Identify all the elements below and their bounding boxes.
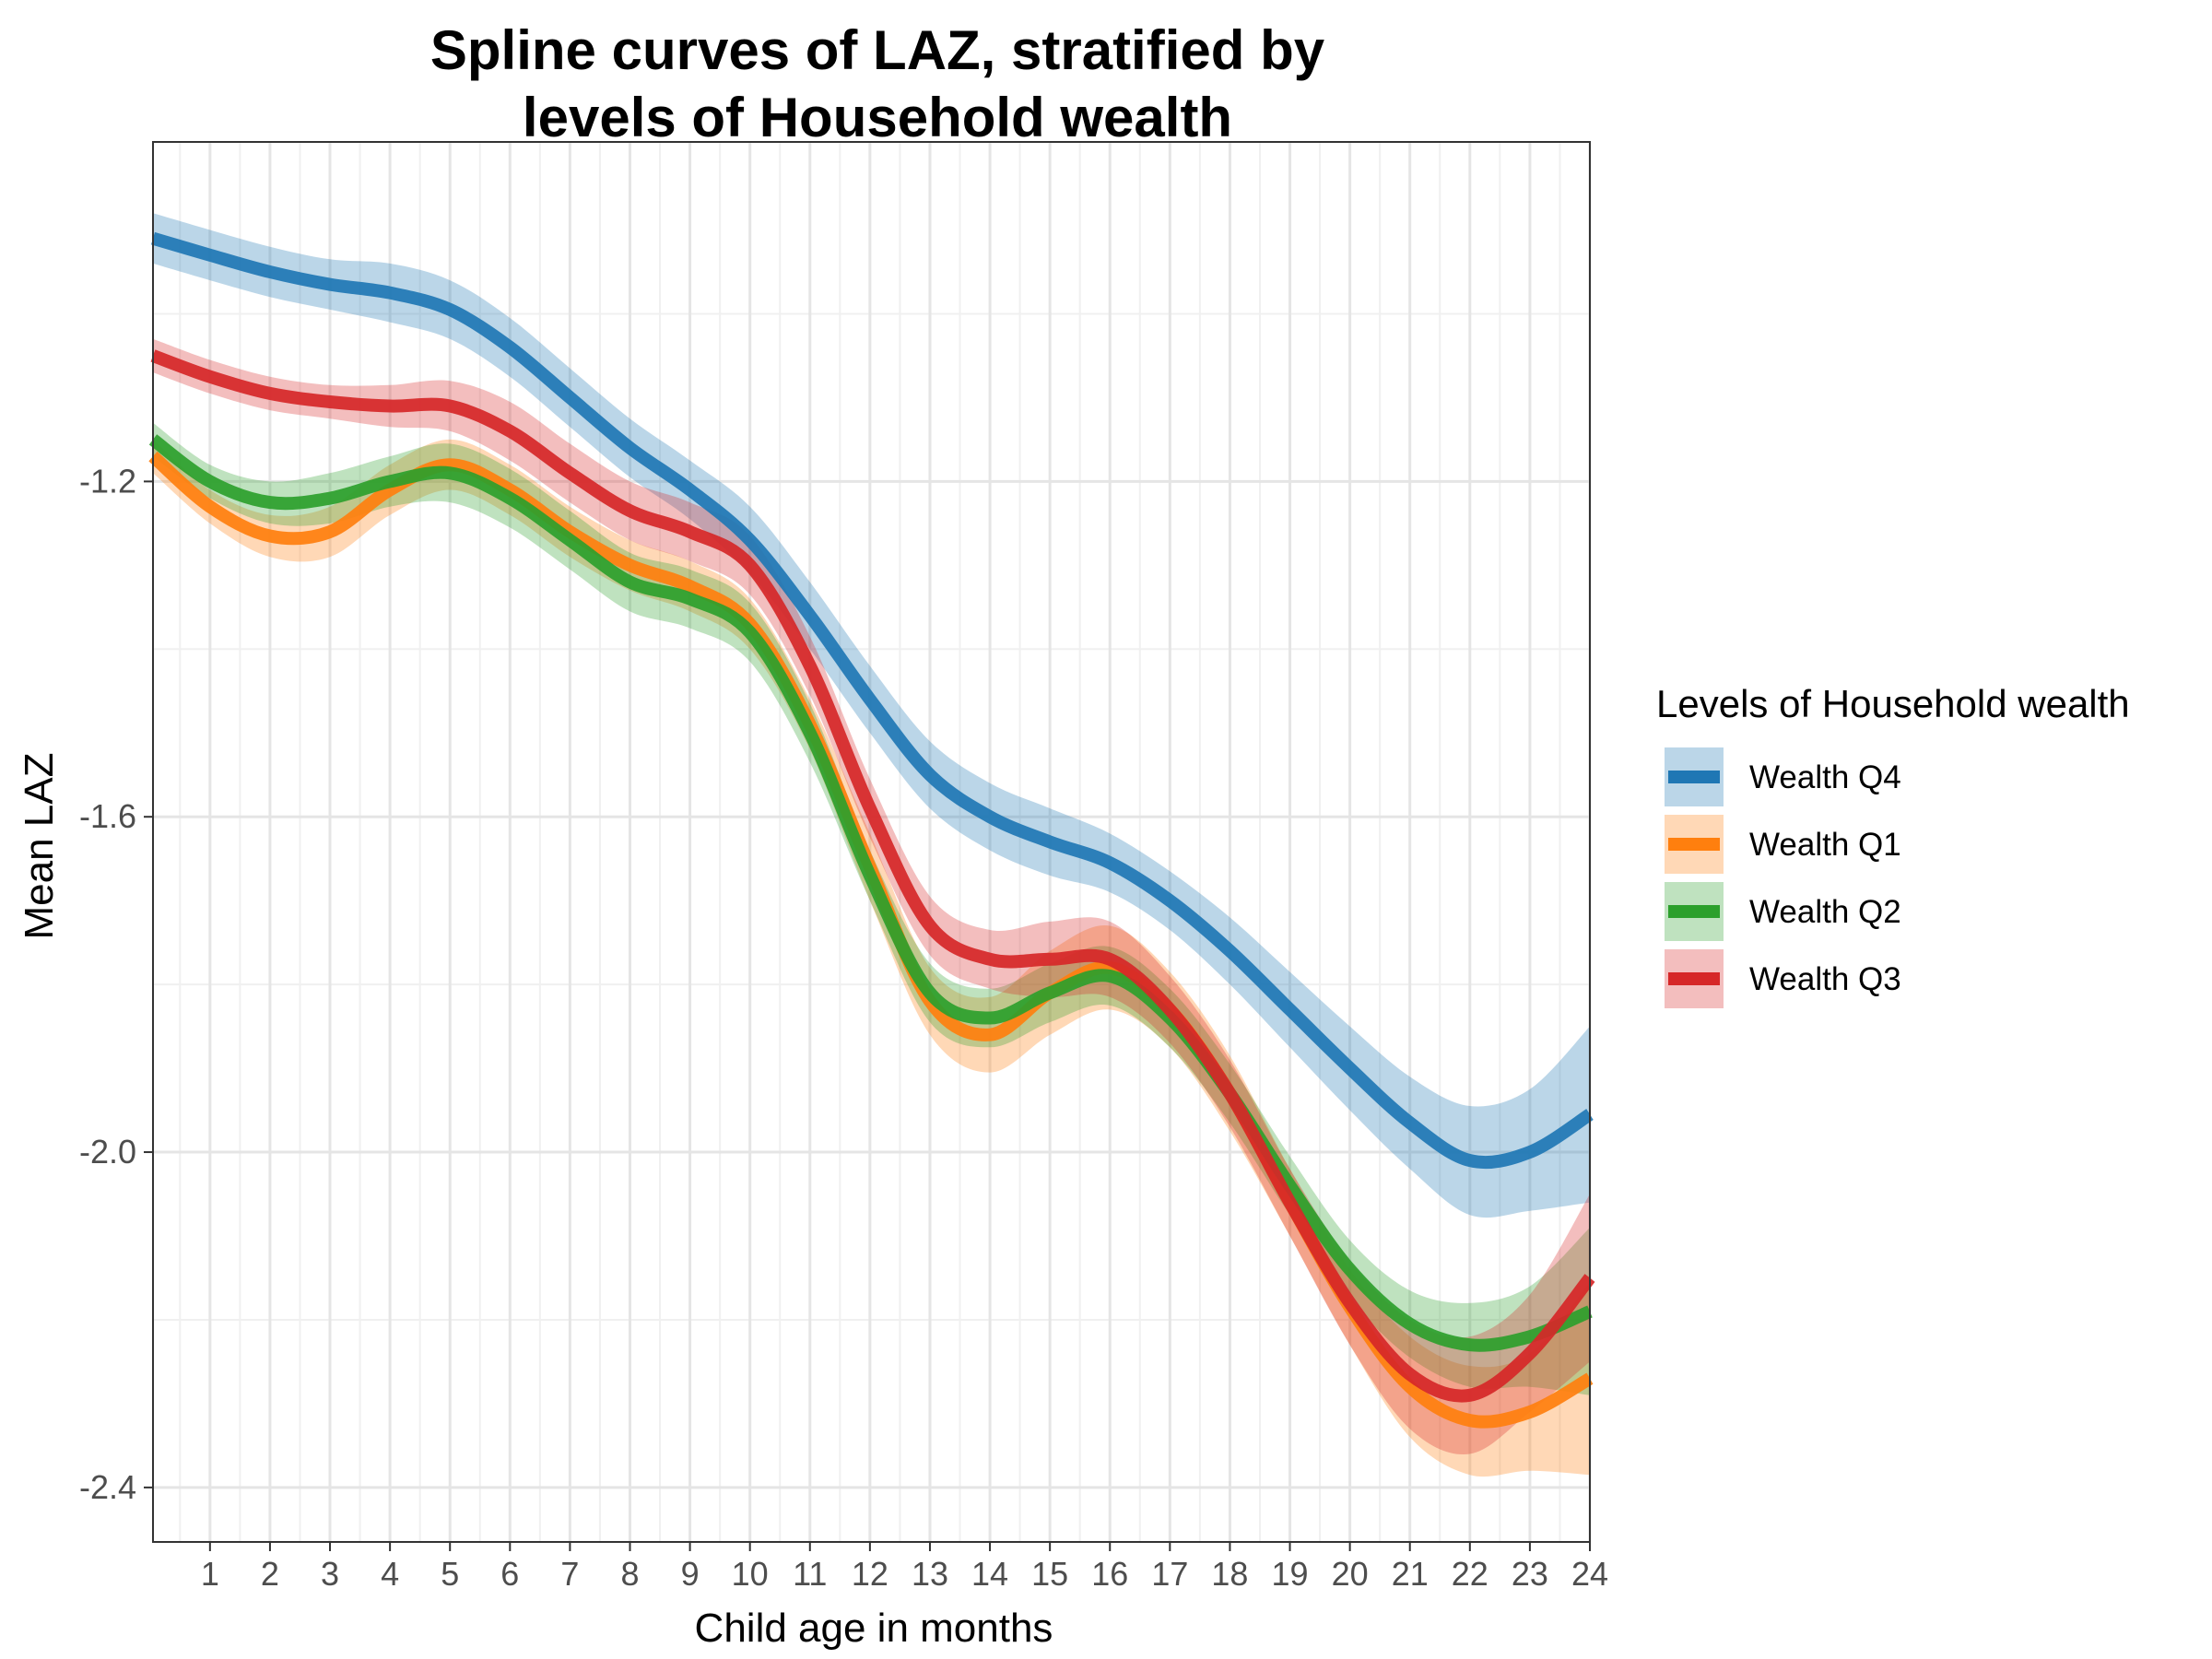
y-tick-label: -1.6 (79, 797, 136, 835)
x-tick-label: 17 (1151, 1555, 1188, 1593)
legend-label: Wealth Q1 (1749, 827, 1901, 863)
x-tick-label: 13 (912, 1555, 948, 1593)
legend-key-wealth-q3 (1665, 949, 1724, 1008)
x-tick-label: 24 (1571, 1555, 1608, 1593)
series-line-wealth-q3 (150, 349, 1595, 1403)
x-axis: 1 2 3 4 5 6 7 8 9 10 11 12 13 14 15 16 17 18 19 20 21 22 23 24 (201, 1542, 1608, 1593)
legend-key-wealth-q4 (1665, 747, 1724, 806)
x-tick-label: 16 (1091, 1555, 1128, 1593)
legend-key-wealth-q1 (1665, 815, 1724, 874)
plot-border (152, 141, 1591, 1543)
x-tick-label: 7 (560, 1555, 579, 1593)
x-tick-label: 5 (441, 1555, 459, 1593)
x-tick-label: 9 (681, 1555, 700, 1593)
x-tick-label: 19 (1272, 1555, 1309, 1593)
x-tick-label: 15 (1031, 1555, 1068, 1593)
x-tick-label: 2 (261, 1555, 279, 1593)
x-tick-label: 8 (620, 1555, 639, 1593)
y-tick-label: -2.0 (79, 1133, 136, 1171)
legend-label: Wealth Q4 (1749, 759, 1901, 795)
x-tick-label: 14 (971, 1555, 1008, 1593)
chart-title-line-2: levels of Household wealth (523, 87, 1232, 148)
x-tick-label: 6 (500, 1555, 519, 1593)
x-tick-label: 23 (1512, 1555, 1548, 1593)
x-tick-label: 22 (1452, 1555, 1488, 1593)
x-tick-label: 3 (321, 1555, 339, 1593)
confidence-band-wealth-q2 (153, 422, 1590, 1395)
grid-lines (153, 142, 1592, 1542)
chart-title-line-1: Spline curves of LAZ, stratified by (430, 19, 1325, 81)
y-tick-label: -2.4 (79, 1468, 136, 1506)
legend: Levels of Household wealth Wealth Q4 Weal… (1656, 682, 2130, 1008)
series-line-wealth-q4 (151, 231, 1594, 1170)
x-tick-label: 12 (852, 1555, 888, 1593)
x-tick-label: 18 (1211, 1555, 1248, 1593)
x-tick-label: 4 (381, 1555, 399, 1593)
series-line-wealth-q2 (148, 434, 1593, 1352)
y-axis-title: Mean LAZ (17, 753, 62, 940)
x-tick-label: 1 (201, 1555, 219, 1593)
x-tick-label: 20 (1332, 1555, 1369, 1593)
y-tick-label: -1.2 (79, 462, 136, 500)
legend-label: Wealth Q3 (1749, 961, 1901, 997)
confidence-band-wealth-q4 (153, 213, 1590, 1218)
series-lines (148, 231, 1595, 1429)
x-tick-label: 10 (732, 1555, 769, 1593)
y-axis: -1.2 -1.6 -2.0 -2.4 (79, 462, 153, 1506)
legend-label: Wealth Q2 (1749, 894, 1901, 930)
x-tick-label: 11 (793, 1555, 827, 1593)
legend-key-wealth-q2 (1665, 882, 1724, 941)
legend-title: Levels of Household wealth (1656, 682, 2130, 725)
x-axis-title: Child age in months (695, 1606, 1053, 1651)
plot-panel (148, 141, 1595, 1543)
x-tick-label: 21 (1392, 1555, 1429, 1593)
